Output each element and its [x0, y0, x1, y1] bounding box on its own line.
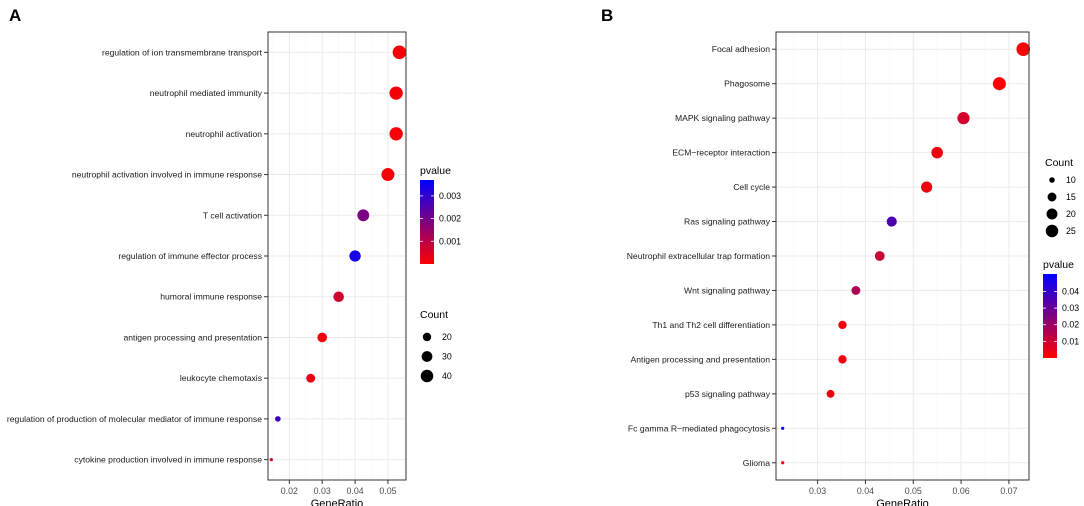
panel-a-dotplot: regulation of ion transmembrane transpor… — [7, 31, 461, 506]
color-legend-bar — [420, 180, 434, 264]
size-legend-dot — [1046, 208, 1058, 220]
dot-regulation-of-production-of-molecular-mediator-of-immune-response — [275, 416, 281, 422]
size-legend-dot — [1045, 224, 1059, 238]
color-legend-title: pvalue — [420, 165, 451, 177]
color-legend-label: 0.03 — [1062, 303, 1079, 313]
y-tick-label: neutrophil mediated immunity — [150, 88, 263, 98]
x-tick-label: 0.04 — [857, 486, 874, 496]
size-legend-label: 10 — [1066, 175, 1076, 185]
x-tick-label: 0.05 — [905, 486, 922, 496]
dot-leukocyte-chemotaxis — [306, 373, 316, 383]
y-tick-label: Wnt signaling pathway — [684, 285, 771, 295]
y-tick-label: Phagosome — [724, 79, 770, 89]
color-legend-label: 0.02 — [1062, 320, 1079, 330]
x-tick-label: 0.07 — [1000, 486, 1017, 496]
dot-fc-gamma-r-mediated-phagocytosis — [781, 426, 785, 430]
y-tick-label: Neutrophil extracellular trap formation — [627, 251, 771, 261]
dot-phagosome — [992, 77, 1006, 91]
dot-wnt-signaling-pathway — [851, 286, 861, 295]
dot-neutrophil-mediated-immunity — [389, 86, 403, 100]
y-tick-label: Fc gamma R−mediated phagocytosis — [628, 423, 770, 433]
dot-cell-cycle — [921, 181, 933, 193]
size-legend-label: 30 — [442, 352, 452, 362]
dot-t-cell-activation — [357, 209, 370, 222]
dot-regulation-of-ion-transmembrane-transport — [392, 45, 407, 60]
panel-label-b: B — [601, 6, 613, 25]
y-tick-label: neutrophil activation involved in immune… — [72, 170, 262, 180]
dot-regulation-of-immune-effector-process — [349, 250, 361, 262]
y-tick-label: Focal adhesion — [712, 44, 771, 54]
dot-neutrophil-extracellular-trap-formation — [874, 251, 885, 261]
x-axis-title: GeneRatio — [311, 498, 364, 506]
dot-focal-adhesion — [1016, 42, 1031, 57]
x-tick-label: 0.04 — [347, 486, 364, 496]
y-tick-label: regulation of immune effector process — [118, 251, 262, 261]
size-legend-title: Count — [1045, 157, 1073, 169]
color-legend-label: 0.002 — [439, 214, 461, 224]
dot-p53-signaling-pathway — [826, 389, 835, 398]
dot-cytokine-production-involved-in-immune-response — [269, 458, 273, 462]
y-tick-label: neutrophil activation — [186, 129, 263, 139]
y-tick-label: MAPK signaling pathway — [675, 113, 771, 123]
size-legend-title: Count — [420, 309, 448, 321]
y-tick-label: Ras signaling pathway — [684, 217, 771, 227]
dot-glioma — [781, 461, 785, 465]
color-legend-label: 0.01 — [1062, 336, 1079, 346]
size-legend-label: 20 — [442, 332, 452, 342]
dot-antigen-processing-and-presentation — [317, 332, 328, 343]
y-tick-label: Glioma — [743, 458, 770, 468]
dot-ras-signaling-pathway — [886, 216, 897, 227]
size-legend-label: 40 — [442, 371, 452, 381]
y-tick-label: ECM−receptor interaction — [672, 148, 770, 158]
x-tick-label: 0.02 — [281, 486, 298, 496]
panel-b-dotplot: Focal adhesion Phagosome MAPK signaling pa… — [627, 31, 1079, 506]
color-legend-title: pvalue — [1043, 259, 1074, 271]
y-tick-label: cytokine production involved in immune r… — [74, 455, 262, 465]
y-tick-label: regulation of ion transmembrane transpor… — [102, 47, 263, 57]
color-legend-label: 0.003 — [439, 191, 461, 201]
x-axis-title: GeneRatio — [876, 498, 929, 506]
y-tick-label: antigen processing and presentation — [123, 332, 262, 342]
x-tick-label: 0.05 — [379, 486, 396, 496]
y-tick-label: regulation of production of molecular me… — [7, 414, 262, 424]
size-legend-dot — [420, 369, 434, 383]
y-tick-label: T cell activation — [203, 210, 262, 220]
color-legend-label: 0.001 — [439, 236, 461, 246]
x-tick-label: 0.03 — [809, 486, 826, 496]
size-legend-dot — [1047, 192, 1057, 202]
color-legend-label: 0.04 — [1062, 286, 1079, 296]
size-legend-dot — [421, 351, 433, 362]
size-legend-dot — [422, 332, 432, 342]
dot-humoral-immune-response — [333, 291, 344, 303]
size-legend-label: 25 — [1066, 226, 1076, 236]
y-tick-label: Antigen processing and presentation — [630, 354, 770, 364]
x-tick-label: 0.03 — [314, 486, 331, 496]
size-legend-dot — [1049, 177, 1055, 183]
dot-th1-and-th2-cell-differentiation — [838, 320, 847, 330]
y-tick-label: Th1 and Th2 cell differentiation — [652, 320, 770, 330]
y-tick-label: humoral immune response — [160, 292, 262, 302]
size-legend-label: 15 — [1066, 192, 1076, 202]
panel-label-a: A — [9, 6, 21, 25]
y-tick-label: p53 signaling pathway — [685, 389, 771, 399]
x-tick-label: 0.06 — [953, 486, 970, 496]
y-tick-label: leukocyte chemotaxis — [180, 373, 262, 383]
dot-neutrophil-activation — [389, 127, 403, 141]
dot-neutrophil-activation-involved-in-immune-response — [381, 168, 395, 182]
dot-mapk-signaling-pathway — [957, 112, 970, 125]
dot-ecm-receptor-interaction — [931, 146, 943, 159]
dot-antigen-processing-and-presentation — [838, 355, 847, 364]
color-legend-bar — [1043, 274, 1057, 358]
size-legend-label: 20 — [1066, 209, 1076, 219]
y-tick-label: Cell cycle — [733, 182, 770, 192]
